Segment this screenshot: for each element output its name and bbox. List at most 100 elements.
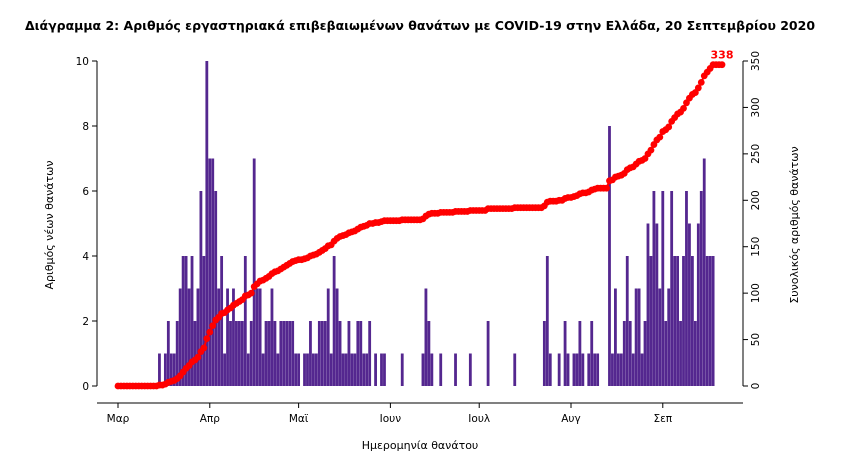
x-tick-label: Ιουλ [468, 413, 490, 425]
bar [664, 321, 668, 386]
bar [486, 321, 490, 386]
cumulative-point [194, 353, 202, 361]
bar [329, 353, 333, 386]
left-tick-label: 10 [76, 56, 89, 68]
bar [427, 321, 431, 386]
bar [670, 191, 674, 386]
x-tick-label: Μαρ [107, 413, 130, 425]
bar [421, 353, 425, 386]
bar [563, 321, 567, 386]
bar [243, 256, 247, 386]
bar [593, 353, 597, 386]
right-tick-label: 0 [750, 383, 762, 390]
bar [611, 353, 614, 386]
right-tick-label: 250 [750, 144, 762, 164]
right-tick-label: 300 [750, 97, 762, 117]
bar [557, 353, 561, 386]
bar [622, 321, 626, 386]
bar [711, 256, 715, 386]
cumulative-total-label: 338 [711, 49, 734, 62]
bar [172, 353, 176, 386]
bar [208, 158, 212, 386]
cumulative-point [603, 184, 610, 192]
bar [237, 321, 241, 386]
y2-axis-label: Συνολικός αριθμός θανάτων [788, 146, 801, 303]
bar [596, 353, 600, 386]
x-tick-label: Αυγ [561, 413, 580, 425]
bar [163, 353, 167, 386]
bar [631, 353, 635, 386]
bar [696, 223, 700, 386]
bar [211, 158, 215, 386]
bar [187, 288, 191, 386]
bar [190, 256, 194, 386]
cumulative-point [647, 146, 655, 154]
bar [581, 353, 585, 386]
bar [285, 321, 289, 386]
bar [282, 321, 286, 386]
bar [575, 353, 579, 386]
bar [353, 353, 357, 386]
left-tick-label: 0 [82, 381, 89, 393]
bar [255, 288, 259, 386]
x-tick-label: Σεπ [653, 413, 672, 425]
bar [587, 353, 591, 386]
bar [658, 288, 662, 386]
bar [264, 321, 268, 386]
bar [249, 321, 253, 386]
bar [513, 353, 517, 386]
bar [317, 321, 321, 386]
bar [223, 353, 226, 386]
cumulative-point [203, 335, 211, 343]
bar [323, 321, 327, 386]
bar [667, 288, 671, 386]
x-axis: Μαρ Απρ Μαϊ Ιουν Ιουλ Αυγ Σεπ [97, 402, 743, 425]
bar [368, 321, 372, 386]
bar [439, 353, 443, 386]
bar [673, 256, 677, 386]
bar [655, 223, 659, 386]
bar [217, 288, 221, 386]
bar [454, 353, 457, 386]
bar [614, 288, 617, 386]
bar [708, 256, 712, 386]
left-tick-label: 2 [82, 316, 89, 328]
bar [332, 256, 336, 386]
bar [383, 353, 386, 386]
bar [214, 191, 218, 386]
bar [616, 353, 620, 386]
bar [326, 288, 330, 386]
bar [347, 321, 351, 386]
bar [202, 256, 206, 386]
right-tick-label: 50 [750, 333, 762, 346]
bar [184, 256, 188, 386]
bar [590, 321, 594, 386]
bar [344, 353, 348, 386]
cumulative-point [694, 84, 702, 92]
bar [229, 321, 232, 386]
bar [199, 191, 203, 386]
bar [270, 288, 274, 386]
bar [196, 288, 200, 386]
bar [628, 321, 632, 386]
bar [699, 191, 703, 386]
bar [542, 321, 546, 386]
bar [468, 353, 472, 386]
bars-layer [158, 61, 715, 386]
right-y-axis: 0 50 100 150 200 250 300 350 [742, 51, 762, 390]
right-tick-label: 200 [750, 190, 762, 210]
bar [424, 288, 428, 386]
right-tick-label: 350 [750, 51, 762, 71]
chart-title: Διάγραμμα 2: Αριθμός εργαστηριακά επιβεβ… [25, 18, 815, 33]
bar [294, 353, 298, 386]
bar [350, 353, 354, 386]
bar [619, 353, 623, 386]
cumulative-line [114, 61, 726, 390]
bar [158, 353, 161, 386]
x-tick-label: Μαϊ [289, 413, 309, 425]
bar [637, 288, 641, 386]
bar [705, 256, 709, 386]
bar [608, 126, 611, 386]
